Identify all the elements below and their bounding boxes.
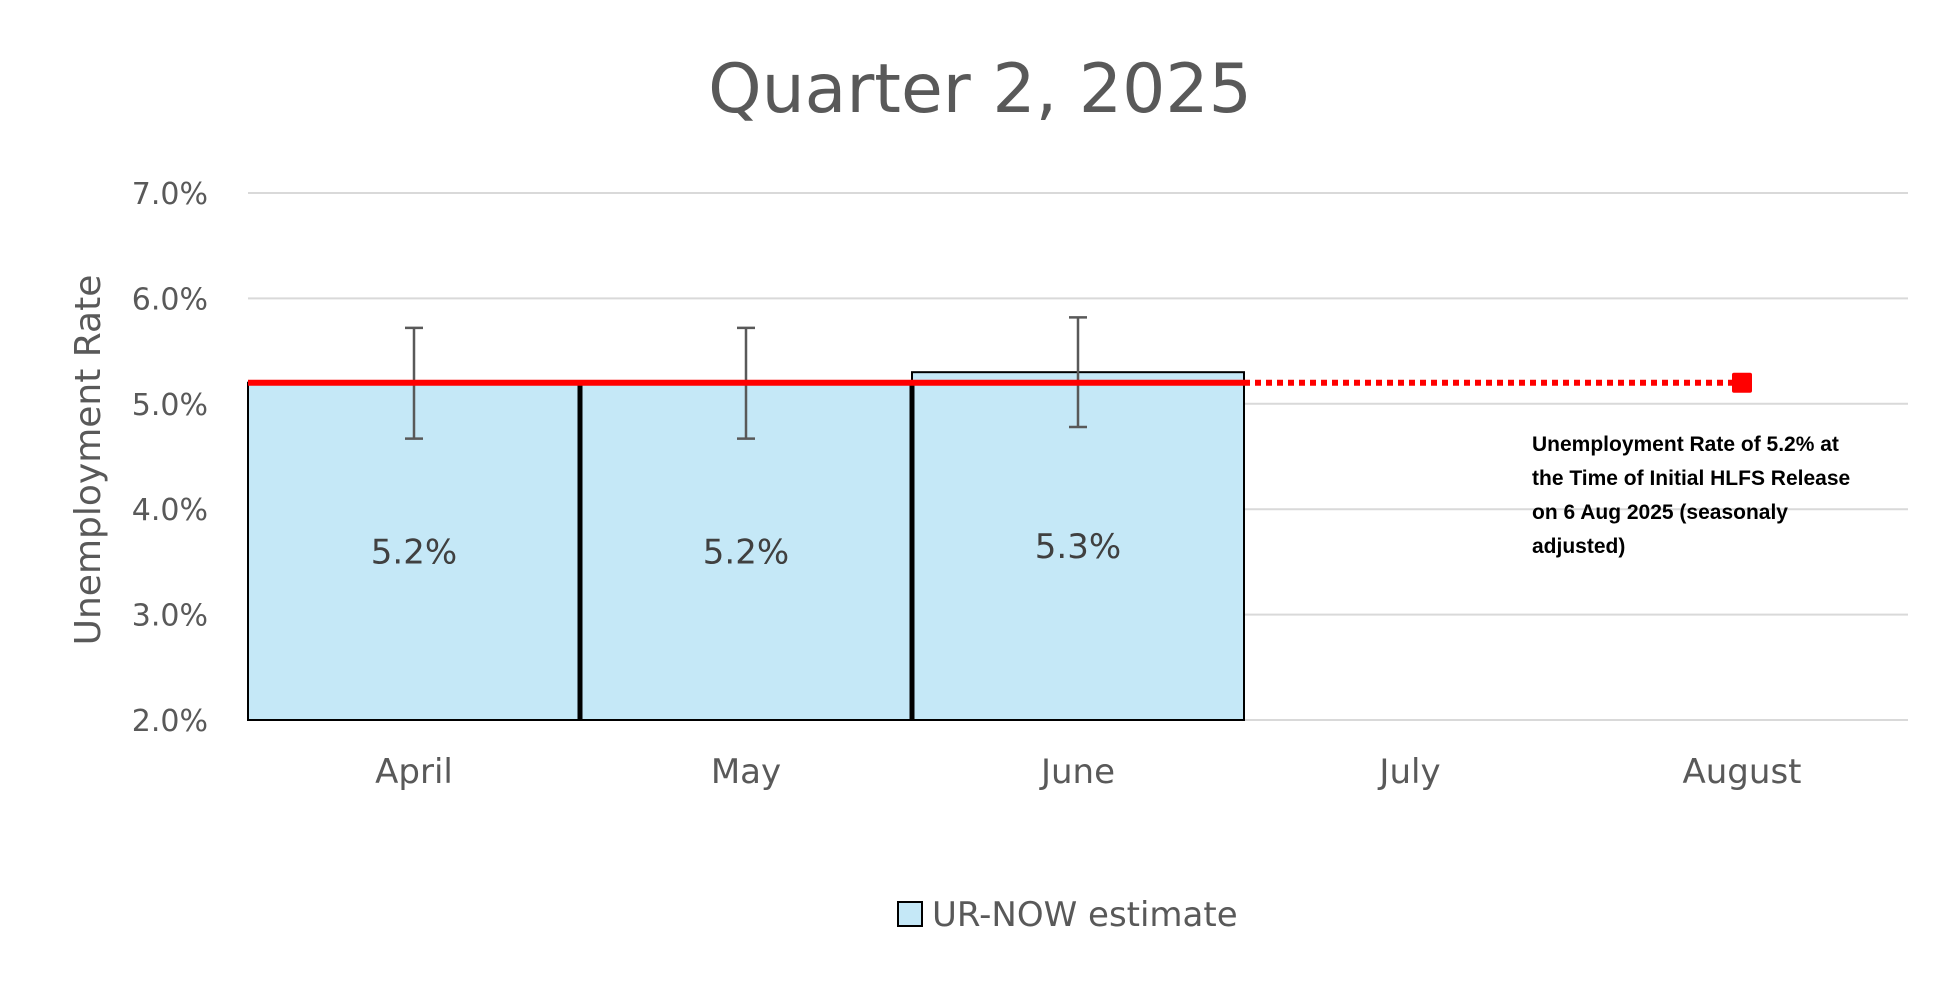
y-tick-label: 6.0% — [132, 282, 208, 317]
x-tick-label: April — [375, 752, 453, 792]
y-tick-label: 4.0% — [132, 493, 208, 528]
chart-title: Quarter 2, 2025 — [708, 50, 1252, 129]
y-tick-label: 3.0% — [132, 599, 208, 634]
bar — [911, 371, 1245, 721]
x-axis-ticks: April May June July August — [375, 752, 1801, 792]
y-axis-label: Unemployment Rate — [68, 275, 109, 646]
y-axis-ticks: 2.0% 3.0% 4.0% 5.0% 6.0% 7.0% — [132, 177, 208, 739]
x-tick-label: August — [1683, 752, 1802, 792]
legend-label: UR-NOW estimate — [932, 895, 1238, 935]
data-label: 5.3% — [1035, 527, 1121, 567]
data-label: 5.2% — [371, 532, 457, 572]
y-tick-label: 5.0% — [132, 388, 208, 423]
reference-line — [248, 372, 1752, 393]
legend: UR-NOW estimate — [897, 895, 1238, 935]
y-tick-label: 7.0% — [132, 177, 208, 212]
legend-swatch — [897, 901, 923, 927]
annotation: Unemployment Rate of 5.2% at the Time of … — [1532, 433, 1850, 558]
x-tick-label: June — [1039, 752, 1115, 792]
annotation-line: Unemployment Rate of 5.2% at — [1532, 433, 1839, 456]
annotation-line: adjusted) — [1532, 535, 1625, 558]
data-label: 5.2% — [703, 532, 789, 572]
annotation-line: on 6 Aug 2025 (seasonaly — [1532, 501, 1788, 524]
y-tick-label: 2.0% — [132, 704, 208, 739]
x-tick-label: May — [711, 752, 781, 792]
x-tick-label: July — [1377, 752, 1440, 792]
annotation-line: the Time of Initial HLFS Release — [1532, 467, 1850, 490]
reference-marker — [1732, 372, 1752, 393]
bars — [247, 371, 1245, 721]
data-labels: 5.2% 5.2% 5.3% — [371, 527, 1121, 572]
